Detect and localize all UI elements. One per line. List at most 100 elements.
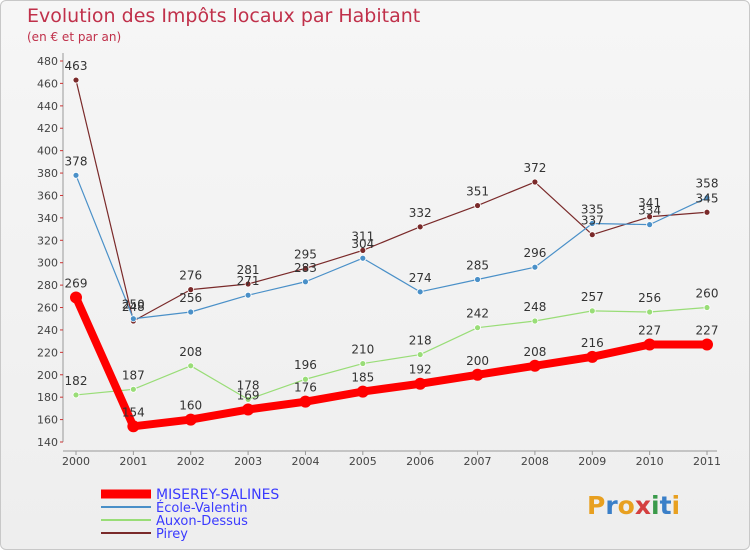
y-tick-label: 200	[37, 369, 58, 382]
data-point	[416, 223, 424, 231]
x-tick-label: 2004	[291, 455, 319, 468]
data-label: 337	[581, 214, 604, 228]
data-label: 178	[237, 378, 260, 392]
data-point	[72, 171, 80, 179]
data-label: 271	[237, 274, 260, 288]
data-point	[531, 178, 539, 186]
data-label: 260	[696, 287, 719, 301]
x-tick-label: 2006	[406, 455, 434, 468]
data-point	[586, 350, 599, 363]
series-line-miserey-salines	[72, 295, 707, 431]
data-point	[242, 403, 255, 416]
data-point	[244, 280, 252, 288]
data-label: 335	[581, 202, 604, 216]
data-point	[72, 76, 80, 84]
data-point	[588, 220, 596, 227]
data-label: 216	[581, 336, 604, 350]
data-point	[187, 308, 195, 316]
x-tick-label: 2010	[636, 455, 664, 468]
data-label: 269	[65, 276, 88, 290]
y-tick-label: 340	[37, 212, 58, 225]
data-label: 242	[466, 307, 489, 321]
data-point	[187, 286, 195, 294]
data-label: 334	[638, 204, 661, 218]
series-line-pirey	[75, 79, 708, 322]
data-label: 185	[351, 371, 374, 385]
data-label: 182	[65, 374, 88, 388]
y-tick-label: 440	[37, 100, 58, 113]
legend-label: MISEREY-SALINES	[156, 487, 279, 503]
y-tick-label: 480	[37, 55, 58, 68]
x-tick-label: 2005	[349, 455, 377, 468]
data-label: 248	[523, 300, 546, 314]
x-tick-label: 2000	[62, 455, 90, 468]
data-label: 345	[696, 191, 719, 205]
data-point	[701, 338, 713, 351]
y-tick-label: 300	[37, 257, 58, 270]
data-label: 311	[351, 229, 374, 243]
data-label: 285	[466, 259, 489, 273]
y-tick-label: 380	[37, 167, 58, 180]
data-point	[187, 362, 195, 370]
data-point	[643, 338, 656, 351]
data-label: 160	[179, 399, 202, 413]
y-tick-label: 460	[37, 77, 58, 90]
data-label: 281	[237, 263, 260, 277]
data-point	[416, 288, 424, 296]
data-label: 187	[122, 368, 145, 382]
data-point	[129, 315, 137, 323]
x-tick-label: 2002	[177, 455, 205, 468]
data-label: 463	[65, 59, 88, 73]
data-label: 257	[581, 290, 604, 304]
data-label: 154	[122, 405, 145, 419]
data-label: 341	[638, 196, 661, 210]
data-point	[646, 213, 654, 221]
data-label: 283	[294, 261, 317, 275]
y-tick-label: 360	[37, 189, 58, 202]
data-label: 196	[294, 358, 317, 372]
series-line-auxon-dessus	[75, 306, 708, 401]
data-point	[703, 304, 711, 311]
data-point	[416, 351, 424, 358]
y-tick-label: 140	[37, 436, 58, 449]
y-tick-label: 280	[37, 279, 58, 292]
data-point	[646, 308, 654, 316]
data-point	[531, 317, 539, 325]
x-tick-label: 2011	[693, 455, 721, 468]
x-tick-label: 2009	[578, 455, 606, 468]
data-point	[127, 420, 140, 433]
data-label: 248	[122, 300, 145, 314]
chart-title: Evolution des Impôts locaux par Habitant	[27, 5, 421, 27]
data-label: 227	[638, 324, 661, 338]
data-label: 176	[294, 381, 317, 395]
data-point	[528, 359, 541, 372]
data-label: 358	[696, 177, 719, 191]
series-line--cole-valentin	[75, 175, 708, 320]
data-point	[474, 202, 481, 209]
data-label: 304	[351, 237, 374, 251]
legend-label: Pirey	[156, 527, 188, 542]
data-label: 218	[409, 334, 432, 348]
data-point	[588, 231, 596, 239]
data-point	[299, 395, 312, 408]
x-tick-label: 2001	[119, 455, 147, 468]
data-point	[70, 291, 82, 304]
data-label: 256	[179, 291, 202, 305]
data-label: 372	[523, 161, 546, 175]
data-point	[359, 246, 367, 254]
data-point	[129, 385, 137, 393]
data-point	[244, 396, 252, 403]
data-point	[359, 254, 367, 262]
data-label: 200	[466, 354, 489, 368]
data-label: 276	[179, 269, 202, 283]
data-label: 227	[696, 324, 719, 338]
y-tick-label: 180	[37, 391, 58, 404]
data-point	[302, 264, 309, 272]
data-point	[414, 377, 427, 390]
data-label: 210	[351, 343, 374, 357]
data-label: 169	[237, 389, 260, 403]
data-point	[703, 208, 711, 216]
data-label: 274	[409, 271, 432, 285]
